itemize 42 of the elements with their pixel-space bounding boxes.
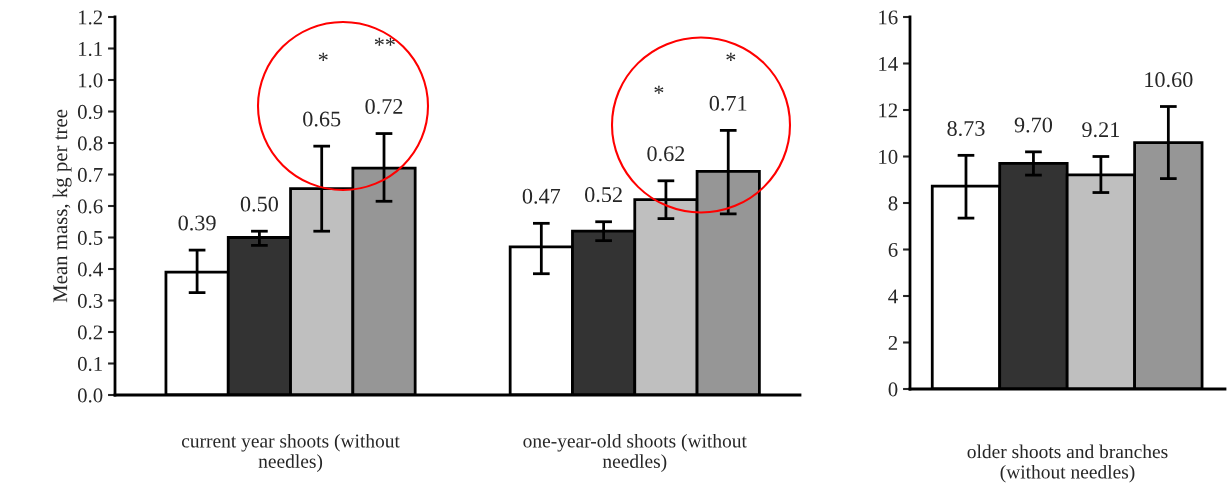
y-tick-label: 0.0 xyxy=(77,388,103,403)
y-tick-label: 0.8 xyxy=(77,136,103,151)
y-tick-label: 1.1 xyxy=(78,41,102,57)
annotation: * xyxy=(654,85,664,94)
y-tick-label: 8 xyxy=(888,196,898,211)
y-tick-label: 0.6 xyxy=(77,199,103,214)
data-label: 10.60 xyxy=(1145,72,1193,88)
data-label: 0.65 xyxy=(303,111,341,127)
y-axis-title: Mean mass, kg per tree xyxy=(52,109,72,303)
data-label: 9.70 xyxy=(1014,117,1053,133)
y-tick-label: 12 xyxy=(879,103,898,118)
y-tick-label: 0.3 xyxy=(77,293,103,309)
y-tick-label: 0.4 xyxy=(77,262,103,277)
y-tick-label: 6 xyxy=(888,242,898,257)
x-tick-label: current year shoots (without needles) xyxy=(181,433,400,472)
y-tick-label: 1.2 xyxy=(78,10,103,25)
y-tick-label: 0.1 xyxy=(77,356,102,372)
y-tick-label: 0.9 xyxy=(77,104,103,120)
y-tick-label: 2 xyxy=(888,335,898,350)
data-label: 0.39 xyxy=(178,215,216,231)
y-tick-label: 0.5 xyxy=(77,230,103,246)
x-tick-label: one-year-old shoots (without needles) xyxy=(523,433,747,472)
data-label: 9.21 xyxy=(1082,122,1119,138)
y-tick-label: 0 xyxy=(888,382,898,397)
y-tick-label: 16 xyxy=(879,10,898,25)
annotation: * xyxy=(318,52,328,61)
y-tick-label: 10 xyxy=(879,149,898,164)
data-label: 0.50 xyxy=(240,196,278,212)
y-tick-label: 4 xyxy=(888,289,898,304)
annotation: * xyxy=(726,52,736,61)
data-label: 0.72 xyxy=(365,98,403,115)
y-tick-label: 14 xyxy=(879,56,898,71)
y-tick-label: 0.7 xyxy=(77,167,103,183)
x-axis-title: older shoots and branches (without needles) xyxy=(967,444,1168,483)
y-tick-label: 0.2 xyxy=(77,325,103,340)
data-label: 0.62 xyxy=(647,146,685,162)
data-label: 0.71 xyxy=(709,95,747,111)
data-label: 0.52 xyxy=(585,187,622,203)
data-label: 0.47 xyxy=(522,188,561,204)
data-label: 8.73 xyxy=(947,120,985,137)
annotation: ** xyxy=(374,37,395,46)
y-tick-label: 1.0 xyxy=(78,73,103,88)
